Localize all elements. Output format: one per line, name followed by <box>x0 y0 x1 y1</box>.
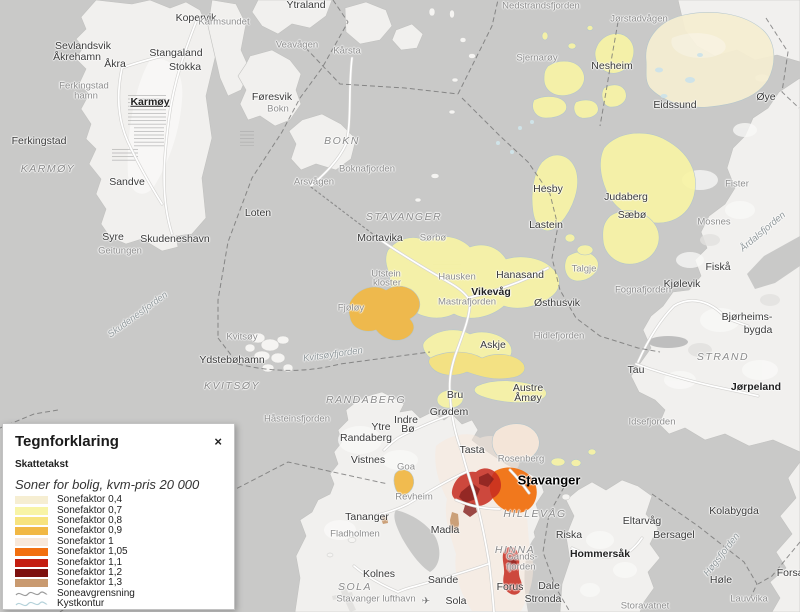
shallow-water <box>496 53 703 154</box>
legend-close-button[interactable]: × <box>214 434 222 449</box>
zone-hesby <box>531 154 578 231</box>
legend-item: Sonefaktor 1,1 <box>15 557 222 567</box>
zone-klosteroy <box>348 285 421 341</box>
legend-swatch <box>15 506 48 515</box>
legend-swatch <box>15 516 48 525</box>
legend-panel: Tegnforklaring × Skattetakst Soner for b… <box>2 423 235 610</box>
strand-mainland <box>630 77 800 453</box>
legend-swatch <box>15 568 48 577</box>
legend-item-label: Soneavgrensning <box>57 587 135 599</box>
legend-swatch <box>15 558 48 567</box>
zone-city-105 <box>489 467 537 513</box>
legend-item-label: Sonefaktor 0,9 <box>57 525 123 537</box>
legend-item-label: Sonefaktor 1,1 <box>57 556 123 568</box>
legend-item: Sonefaktor 1 <box>15 535 222 547</box>
legend-item: Sonefaktor 1,2 <box>15 566 222 578</box>
relief <box>112 59 780 612</box>
legend-item-label: Sonefaktor 1,2 <box>57 566 123 578</box>
legend-item-label: Sonefaktor 1,05 <box>57 546 128 558</box>
legend-line-swatch <box>15 601 48 607</box>
legend-line-swatch <box>15 591 48 596</box>
legend-item-label: Kystkontur <box>57 598 105 610</box>
hafrsfjord <box>394 510 440 572</box>
legend-swatch <box>15 548 48 557</box>
legend-swatch <box>15 579 48 588</box>
zone-goa <box>393 469 415 496</box>
legend-item-label: Sonefaktor 0,4 <box>57 494 123 506</box>
legend-swatch <box>15 527 48 536</box>
vestre-bokn-island <box>237 49 302 127</box>
legend-item: Sonefaktor 0,8 <box>15 514 222 526</box>
roads <box>117 20 760 612</box>
zone-ombo <box>645 12 775 108</box>
tax-zones <box>348 12 775 611</box>
legend-item-label: Sonefaktor 1,3 <box>57 577 123 589</box>
legend-item-label: Sonefaktor 0,8 <box>57 514 123 526</box>
legend-item: Sonefaktor 1,3 <box>15 578 222 588</box>
legend-item: Sonefaktor 0,7 <box>15 505 222 515</box>
lake <box>648 336 688 348</box>
legend-items: Sonefaktor 0,4 Sonefaktor 0,7 Sonefaktor 0… <box>15 495 222 609</box>
zone-finnoy <box>600 132 696 224</box>
fjords <box>394 236 800 612</box>
ferry-route <box>310 186 383 242</box>
legend-line-item: Soneavgrensning <box>15 587 222 599</box>
islets <box>244 7 770 558</box>
legend-swatch <box>15 537 48 546</box>
ardalsfjorden <box>747 236 800 289</box>
gandsfjorden <box>524 526 564 612</box>
legend-item: Sonefaktor 0,9 <box>15 526 222 536</box>
zone-hundvag <box>491 423 540 462</box>
legend-item-label: Sonefaktor 0,7 <box>57 504 123 516</box>
airport-runway <box>338 583 356 612</box>
zone-amoy <box>474 380 547 403</box>
legend-line-item: Kystkontur <box>15 599 222 609</box>
legend-item: Sonefaktor 1,05 <box>15 547 222 557</box>
legend-swatch <box>15 496 48 505</box>
legend-item: Sonefaktor 0,4 <box>15 495 222 505</box>
legend-item-label: Sonefaktor 1 <box>57 535 114 547</box>
legend-section-skattetakst: Skattetakst <box>15 459 69 470</box>
zone-forus <box>502 546 522 595</box>
zone-tan <box>450 512 459 533</box>
legend-subtitle: Soner for bolig, kvm-pris 20 000 <box>15 477 200 492</box>
legend-title: Tegnforklaring <box>15 433 119 450</box>
